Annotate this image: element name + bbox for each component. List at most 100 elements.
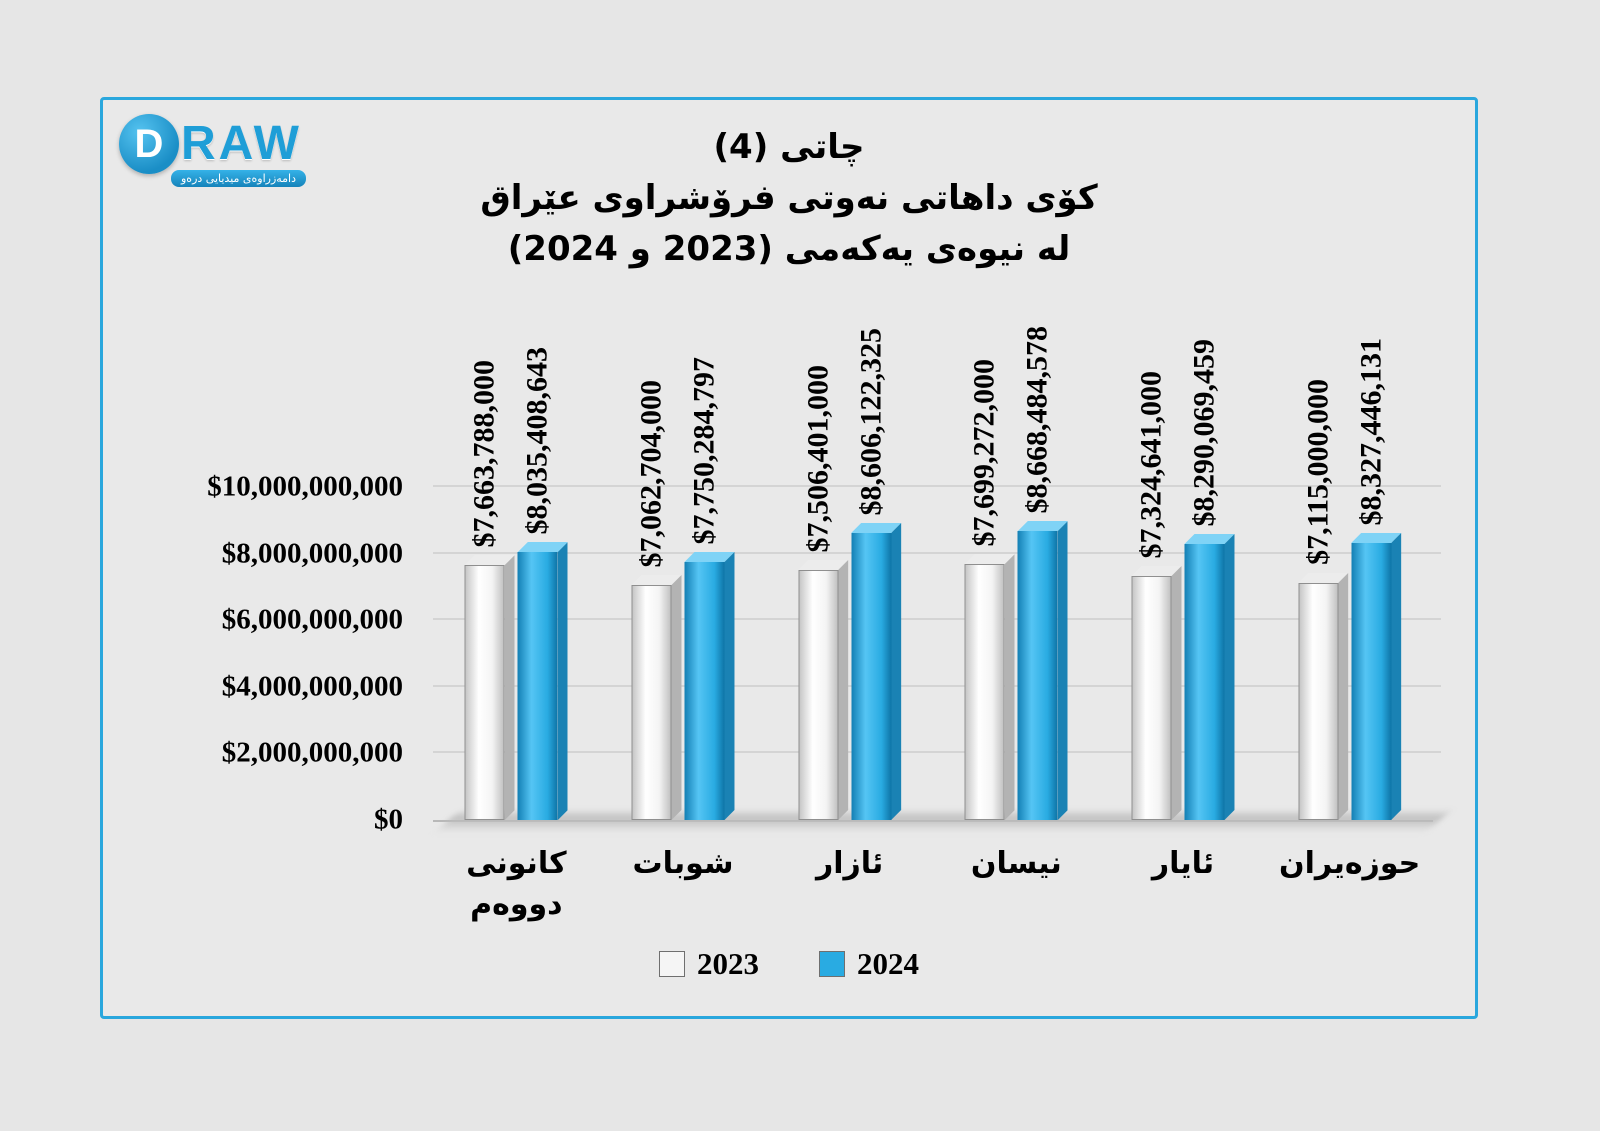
bar-value-label: $7,699,272,000: [967, 358, 1001, 547]
gridline: [433, 551, 1441, 554]
bar-value-label: $8,290,069,459: [1187, 338, 1221, 527]
bar-value-label: $7,750,284,797: [687, 356, 721, 545]
logo-d-icon: D: [119, 114, 179, 174]
bar-2024: $7,750,284,797: [684, 357, 735, 820]
y-tick-label: $10,000,000,000: [207, 470, 403, 503]
legend-label: 2024: [857, 946, 919, 981]
logo-row: D RAW: [119, 114, 359, 174]
bar-front-face: [464, 565, 505, 820]
draw-logo: D RAW دامەزراوەی میدیایی درەو: [119, 114, 359, 187]
bar-side-face: [1171, 566, 1181, 820]
bar-2023: $7,324,641,000: [1131, 371, 1182, 820]
y-axis: $0 $2,000,000,000 $4,000,000,000 $6,000,000…: [121, 471, 403, 836]
bar-2024: $8,327,446,131: [1351, 338, 1402, 820]
month-label: شوبات: [632, 846, 734, 881]
bar-value-label: $7,115,000,000: [1301, 379, 1335, 565]
bar-front-face: [1351, 543, 1392, 820]
logo-tagline: دامەزراوەی میدیایی درەو: [171, 170, 307, 187]
bar-pair: $7,506,401,000 $8,606,122,325: [798, 328, 902, 820]
gridline: [433, 751, 1441, 754]
bar-side-face: [1391, 533, 1401, 820]
bar-top-face: [1131, 566, 1182, 576]
bar-2023: $7,062,704,000: [631, 380, 682, 820]
bar-2024: $8,290,069,459: [1184, 339, 1235, 820]
bar-front-face: [1017, 531, 1058, 820]
bar-pair: $7,663,788,000 $8,035,408,643: [464, 347, 568, 820]
month-label: کانونی دووەم: [466, 846, 567, 922]
bar-group: $7,506,401,000 $8,606,122,325: [766, 328, 933, 820]
bar-pair: $7,699,272,000 $8,668,484,578: [964, 326, 1068, 820]
month-label: ئازار: [815, 846, 884, 881]
bar-value-label: $7,506,401,000: [801, 364, 835, 553]
bar-value-label: $8,668,484,578: [1020, 325, 1054, 514]
month-label: نیسان: [970, 846, 1062, 881]
bar-2023: $7,506,401,000: [798, 365, 849, 820]
bar-value-label: $8,327,446,131: [1354, 337, 1388, 526]
legend-swatch: [819, 951, 845, 977]
bar-value-label: $8,606,122,325: [854, 327, 888, 516]
bar-group: $7,115,000,000 $8,327,446,131: [1266, 338, 1433, 820]
bar-pair: $7,062,704,000 $7,750,284,797: [631, 357, 735, 820]
logo-brand-text: RAW: [181, 117, 302, 170]
bar-top-face: [464, 555, 515, 565]
y-tick-label: $8,000,000,000: [221, 537, 403, 570]
month-label: ئایار: [1151, 846, 1215, 881]
bar-pair: $7,115,000,000 $8,327,446,131: [1298, 338, 1402, 820]
legend-swatch: [659, 951, 685, 977]
gridline: [433, 485, 1441, 487]
bar-side-face: [1058, 521, 1068, 820]
bar-top-face: [851, 523, 902, 533]
bar-top-face: [964, 554, 1015, 564]
bar-side-face: [1224, 534, 1234, 820]
legend-item-2023: 2023: [659, 946, 759, 982]
bar-top-face: [684, 552, 735, 562]
gridline: [433, 618, 1441, 621]
bar-2024: $8,606,122,325: [851, 328, 902, 820]
bar-side-face: [558, 542, 568, 820]
chart-title: چاتی (4) کۆی داهاتی نەوتی فرۆشراوی عێراق…: [103, 122, 1475, 275]
bar-side-face: [671, 575, 681, 820]
bar-front-face: [631, 585, 672, 820]
legend: 2023 2024: [103, 946, 1475, 982]
y-tick-label: $0: [374, 803, 403, 836]
bar-top-face: [1298, 573, 1349, 583]
bar-value-label: $7,663,788,000: [467, 359, 501, 548]
y-tick-label: $2,000,000,000: [221, 736, 403, 769]
bar-side-face: [891, 523, 901, 820]
title-line-3: لە نیوەی یەکەمی (2023 و 2024): [507, 229, 1071, 269]
bar-side-face: [1005, 554, 1015, 820]
bar-top-face: [517, 542, 568, 552]
x-axis: کانونی دووەم شوبات ئازار نیسان ئایار حوزەیران: [433, 844, 1433, 964]
bar-front-face: [798, 570, 839, 820]
bar-value-label: $7,324,641,000: [1134, 370, 1168, 559]
bar-2023: $7,115,000,000: [1298, 379, 1349, 820]
bar-front-face: [1298, 583, 1339, 820]
bar-top-face: [798, 560, 849, 570]
bar-group: $7,663,788,000 $8,035,408,643: [433, 347, 600, 820]
bar-2024: $8,668,484,578: [1017, 326, 1068, 820]
legend-item-2024: 2024: [819, 946, 919, 982]
bar-top-face: [1184, 534, 1235, 544]
bar-value-label: $8,035,408,643: [520, 346, 554, 535]
bar-side-face: [724, 552, 734, 820]
bar-2023: $7,663,788,000: [464, 360, 515, 820]
plot-area: $7,663,788,000 $8,035,408,643 $7,062,704,0…: [433, 326, 1447, 829]
bar-2023: $7,699,272,000: [964, 359, 1015, 820]
chart-frame: D RAW دامەزراوەی میدیایی درەو چاتی (4) ک…: [100, 97, 1478, 1019]
bar-2024: $8,035,408,643: [517, 347, 568, 820]
bar-front-face: [964, 564, 1005, 820]
bar-front-face: [851, 533, 892, 820]
bar-side-face: [1338, 573, 1348, 820]
bar-front-face: [684, 562, 725, 820]
bar-side-face: [505, 555, 515, 820]
bar-front-face: [1131, 576, 1172, 820]
bar-side-face: [838, 560, 848, 820]
bar-group: $7,324,641,000 $8,290,069,459: [1100, 339, 1267, 820]
bar-top-face: [1351, 533, 1402, 543]
gridline: [433, 684, 1441, 687]
title-line-2: کۆی داهاتی نەوتی فرۆشراوی عێراق: [480, 178, 1098, 218]
bar-front-face: [1184, 544, 1225, 820]
month-label: حوزەیران: [1279, 846, 1421, 881]
title-line-1: چاتی (4): [713, 127, 865, 167]
bar-top-face: [631, 575, 682, 585]
